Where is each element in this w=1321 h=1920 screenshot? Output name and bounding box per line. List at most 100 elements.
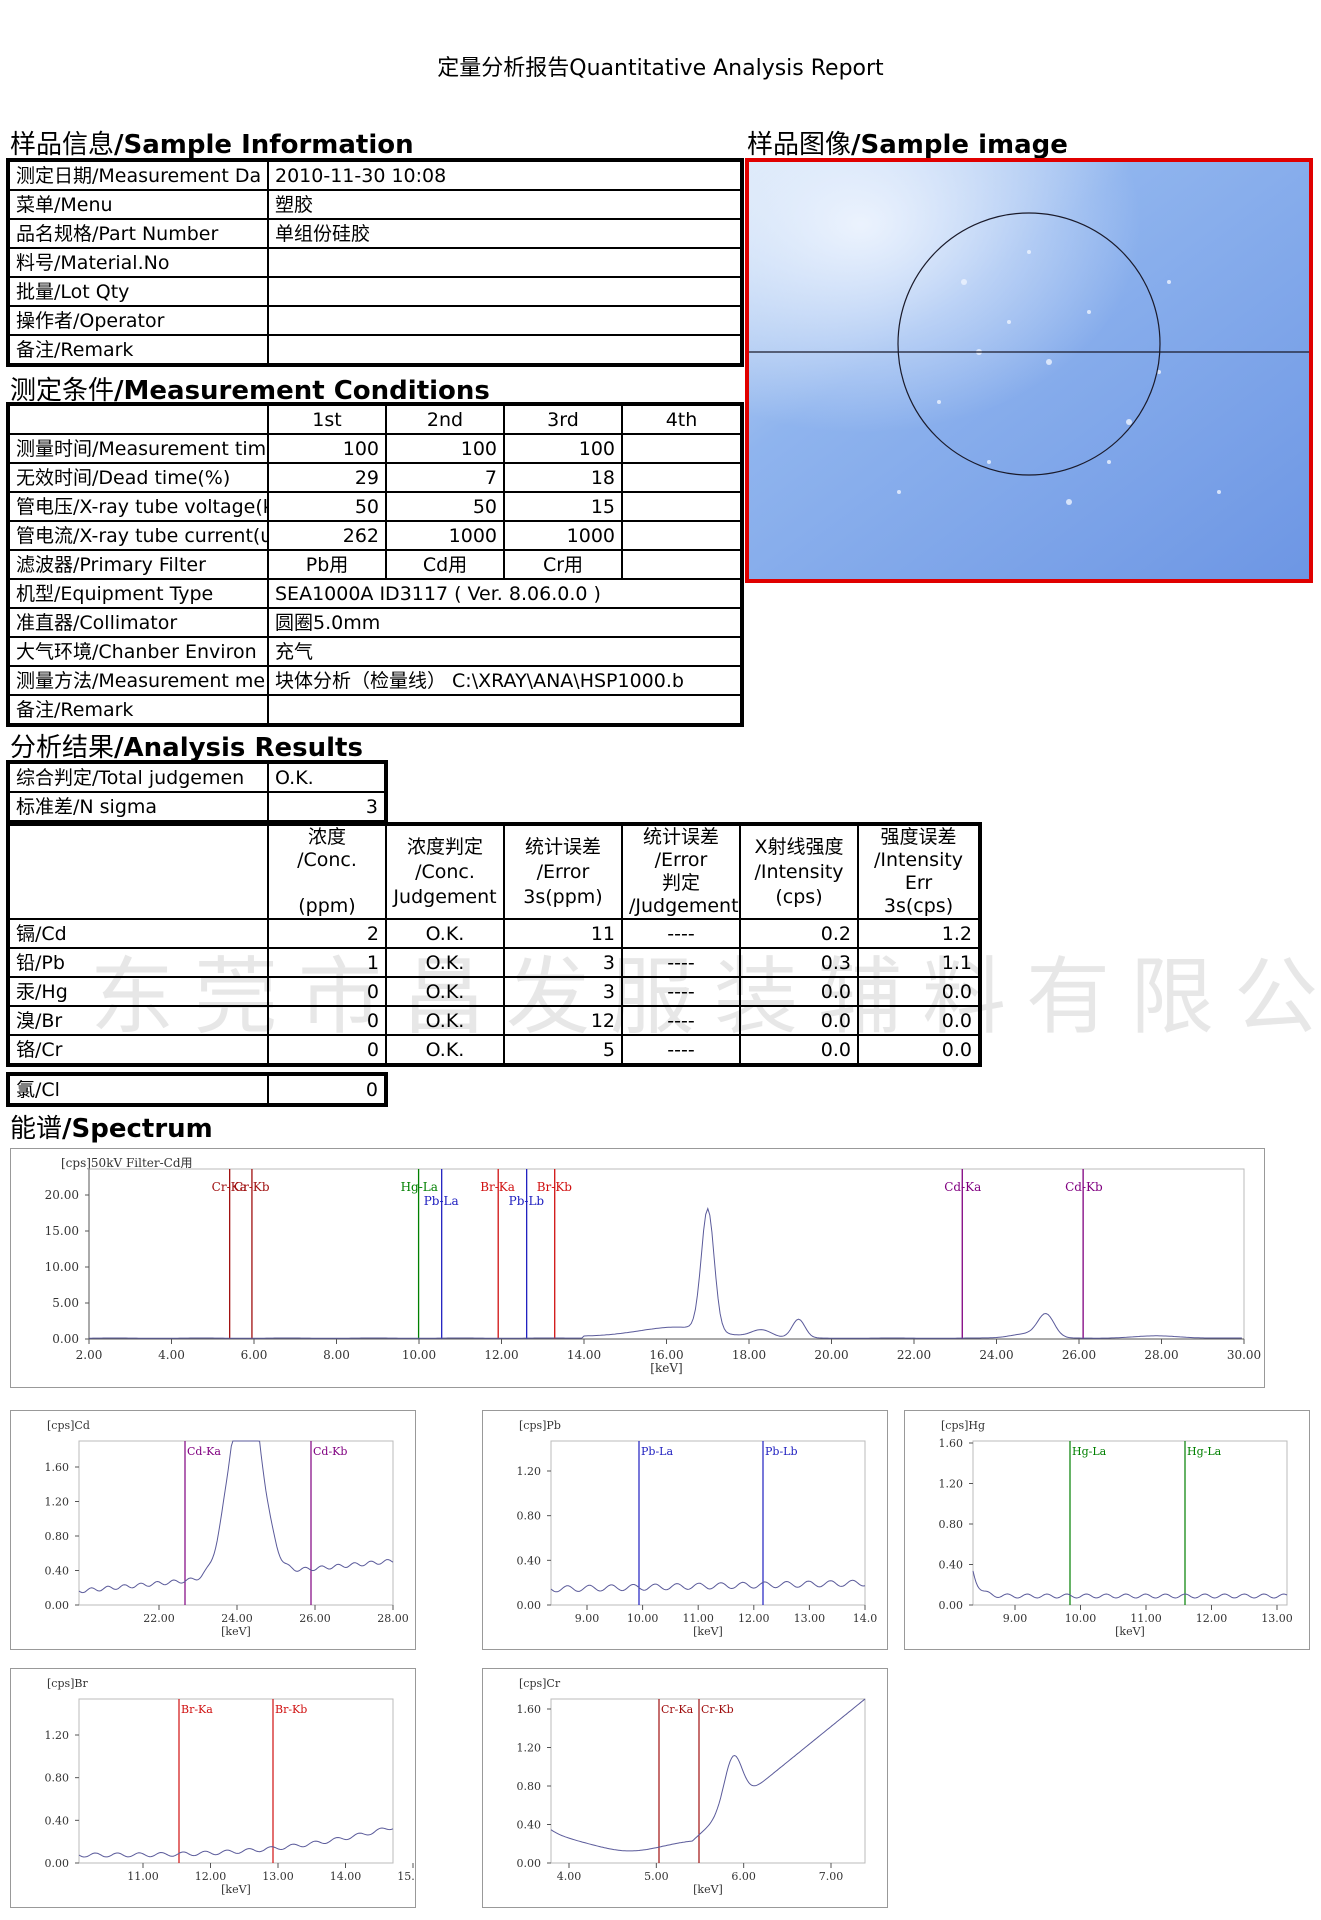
- hg-spectrum-chart: [cps]Hg 1.60 1.20 0.80 0.40 0.00 9.00 10.00 11.0…: [939, 1419, 1293, 1638]
- table-row: 镉/Cd 2 O.K. 11 ---- 0.2 1.2: [7, 918, 981, 949]
- y-tick-label: 0.80: [939, 1518, 964, 1531]
- cell: 1000: [385, 520, 505, 551]
- x-tick-label: 13.00: [1261, 1612, 1293, 1625]
- x-tick-label: 24.00: [979, 1348, 1013, 1362]
- element-label: 铅/Pb: [7, 947, 269, 978]
- plot-frame: [550, 1440, 866, 1606]
- hg-spectrum-panel: [cps]Hg 1.60 1.20 0.80 0.40 0.00 9.00 10.00 11.0…: [904, 1410, 1310, 1650]
- results-heading: 分析结果/Analysis Results: [10, 733, 363, 763]
- cell: ----: [621, 918, 741, 949]
- cell: [621, 462, 743, 493]
- plot-frame: [88, 1168, 1245, 1340]
- judgement-table: 综合判定/Total judgemen O.K. 标准差/N sigma 3: [6, 760, 388, 824]
- row-value: [267, 305, 743, 336]
- table-row: 测定日期/Measurement Da 2010-11-30 10:08: [7, 159, 743, 191]
- x-tick-label: 18.00: [732, 1348, 766, 1362]
- y-tick-label: 0.40: [517, 1819, 542, 1832]
- cell: 12: [503, 1005, 623, 1036]
- row-label: 备注/Remark: [7, 694, 269, 726]
- y-tick-label: 1.20: [45, 1496, 70, 1509]
- table-row: 备注/Remark: [7, 334, 743, 366]
- table-row: 测量时间/Measurement tim 100 100 100: [7, 433, 743, 464]
- peak-marker-label: Cd-Ka: [187, 1445, 221, 1458]
- results-table: 浓度 /Conc. (ppm) 浓度判定 /Conc. Judgement 统计…: [6, 822, 982, 1067]
- cell: 0: [267, 1034, 387, 1066]
- table-row: 测量方法/Measurement me 块体分析（检量线） C:\XRAY\ANA…: [7, 665, 743, 696]
- peak-marker-label: Pb-Lb: [509, 1194, 545, 1208]
- element-label: 氯/Cl: [7, 1073, 269, 1106]
- row-label: 批量/Lot Qty: [7, 276, 269, 307]
- table-row: 操作者/Operator: [7, 305, 743, 336]
- cell: 100: [503, 433, 623, 464]
- peak-marker-label: Pb-La: [424, 1194, 459, 1208]
- cd-spectrum-chart: [cps]Cd 1.60 1.20 0.80 0.40 0.00 22.00 24.00 26.…: [45, 1419, 409, 1638]
- x-tick-label: 24.00: [221, 1612, 253, 1625]
- y-tick-label: 0.40: [517, 1554, 542, 1567]
- row-label: 管电压/X-ray tube voltage(k: [7, 491, 269, 522]
- x-tick-label: 13.00: [262, 1870, 294, 1883]
- x-tick-label: 8.00: [323, 1348, 350, 1362]
- peak-marker-label: Cr-Kb: [234, 1180, 270, 1194]
- cell: 262: [267, 520, 387, 551]
- x-tick-label: 14.00: [567, 1348, 601, 1362]
- peak-marker-label: Br-Ka: [480, 1180, 515, 1194]
- cell: 充气: [267, 636, 743, 667]
- row-value: [267, 276, 743, 307]
- cell: SEA1000A ID3117 ( Ver. 8.06.0.0 ): [267, 578, 743, 609]
- cell: 15: [503, 491, 623, 522]
- x-tick-label: 6.00: [241, 1348, 268, 1362]
- y-tick-label: 0.80: [517, 1780, 542, 1793]
- row-label: 机型/Equipment Type: [7, 578, 269, 609]
- cell: 50: [385, 491, 505, 522]
- x-axis-unit: [keV]: [693, 1625, 723, 1638]
- table-row: 无效时间/Dead time(%) 29 7 18: [7, 462, 743, 493]
- col-header: 统计误差 /Error 判定 /Judgement: [621, 823, 741, 920]
- y-tick-label: 1.20: [939, 1478, 964, 1491]
- br-spectrum-chart: [cps]Br 1.20 0.80 0.40 0.00 11.00 12.00 13.00 14…: [45, 1677, 429, 1896]
- pb-spectrum-panel: [cps]Pb 1.20 0.80 0.40 0.00 9.00 10.00 11.00 12.…: [482, 1410, 888, 1650]
- spectrum-curve: [972, 1570, 1288, 1599]
- cell: [621, 491, 743, 522]
- col-header: 浓度判定 /Conc. Judgement: [385, 823, 505, 920]
- cell: 18: [503, 462, 623, 493]
- table-row: 铬/Cr 0 O.K. 5 ---- 0.0 0.0: [7, 1034, 981, 1066]
- row-value: 单组份硅胶: [267, 218, 743, 249]
- cell: O.K.: [385, 947, 505, 978]
- conditions-heading: 测定条件/Measurement Conditions: [10, 376, 490, 406]
- x-tick-label: 20.00: [814, 1348, 848, 1362]
- row-value: 2010-11-30 10:08: [267, 159, 743, 191]
- table-row: 管电流/X-ray tube current(u 262 1000 1000: [7, 520, 743, 551]
- cell: 11: [503, 918, 623, 949]
- spectrum-header: [cps]50kV Filter-Cd用: [61, 1156, 193, 1170]
- table-row: 备注/Remark: [7, 694, 743, 726]
- sample-info-heading: 样品信息/Sample Information: [10, 130, 414, 160]
- spectrum-curve: [89, 1207, 1242, 1339]
- x-tick-label: 11.00: [1130, 1612, 1162, 1625]
- y-tick-label: 0.00: [517, 1857, 542, 1870]
- row-label: 大气环境/Chanber Environ: [7, 636, 269, 667]
- br-spectrum-panel: [cps]Br 1.20 0.80 0.40 0.00 11.00 12.00 13.00 14…: [10, 1668, 429, 1908]
- cr-spectrum-chart: [cps]Cr 1.60 1.20 0.80 0.40 0.00 4.00 5.00 6.00 7…: [517, 1677, 866, 1896]
- x-tick-label: 11.00: [127, 1870, 159, 1883]
- table-row: 标准差/N sigma 3: [7, 791, 387, 823]
- element-label: 镉/Cd: [7, 918, 269, 949]
- plot-frame: [972, 1440, 1288, 1606]
- y-tick-label: 0.00: [52, 1332, 79, 1346]
- element-label: 铬/Cr: [7, 1034, 269, 1066]
- cell: 1.1: [857, 947, 981, 978]
- table-header-row: 浓度 /Conc. (ppm) 浓度判定 /Conc. Judgement 统计…: [7, 823, 981, 920]
- row-label: 测量时间/Measurement tim: [7, 433, 269, 464]
- sample-image-heading: 样品图像/Sample image: [747, 130, 1068, 160]
- col-header: 浓度 /Conc. (ppm): [267, 823, 387, 920]
- row-label: 菜单/Menu: [7, 189, 269, 220]
- conditions-table: 1st 2nd 3rd 4th 测量时间/Measurement tim 100 100 1…: [6, 402, 744, 727]
- table-header-row: 1st 2nd 3rd 4th: [7, 403, 743, 435]
- spectrum-header: [cps]Cd: [47, 1419, 90, 1432]
- cell: ----: [621, 1005, 741, 1036]
- y-tick-label: 15.00: [45, 1224, 79, 1238]
- peak-marker-label: Cr-Ka: [212, 1180, 247, 1194]
- cell: 1000: [503, 520, 623, 551]
- x-tick-label: 22.00: [897, 1348, 931, 1362]
- row-label: 备注/Remark: [7, 334, 269, 366]
- cell: 3: [503, 976, 623, 1007]
